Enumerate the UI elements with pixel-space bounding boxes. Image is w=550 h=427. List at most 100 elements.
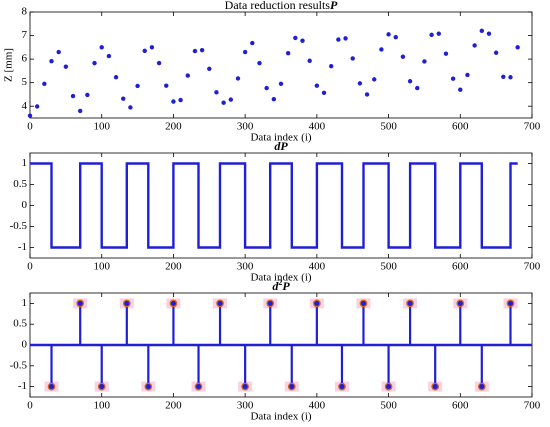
title-text: Data reduction results [225, 0, 331, 12]
data-point [508, 75, 513, 80]
data-point [486, 31, 492, 36]
y-tick-label: 1 [22, 157, 28, 169]
x-tick-label: 300 [237, 121, 254, 133]
data-point [56, 49, 61, 55]
x-tick-label: 600 [452, 261, 469, 273]
axes-box [29, 11, 533, 119]
stem-marker [97, 382, 106, 391]
stem-marker [313, 299, 321, 308]
x-tick-label: 400 [309, 121, 326, 133]
title-superscript: 2 [278, 278, 282, 287]
title-text: d [274, 139, 281, 153]
x-tick-label: 600 [452, 121, 469, 133]
data-point [142, 48, 147, 54]
y-tick-label: 4 [22, 100, 28, 112]
data-point [164, 83, 169, 88]
data-point [479, 28, 484, 34]
data-point [85, 92, 90, 98]
x-tick-label: 200 [165, 400, 182, 412]
data-point [278, 81, 284, 87]
data-point [264, 85, 269, 91]
data-point [393, 35, 398, 40]
stem-marker [431, 382, 440, 391]
data-point [70, 93, 76, 99]
data-point [192, 48, 198, 54]
data-point [171, 99, 176, 104]
stem-marker [169, 299, 178, 308]
stem-marker [384, 382, 393, 391]
data-point [235, 76, 241, 81]
stem-marker [216, 299, 224, 308]
data-point [465, 72, 470, 78]
data-point [350, 56, 355, 61]
y-tick-label: 0.5 [13, 318, 27, 330]
data-point [92, 60, 97, 66]
data-point [321, 90, 327, 95]
x-axis-label: Data index (i) [250, 272, 311, 284]
x-axis-label: Data index (i) [250, 132, 311, 144]
data-point [27, 113, 33, 118]
stem-marker [456, 299, 465, 308]
data-point [400, 54, 406, 59]
data-point [178, 97, 183, 103]
title-symbol: P [282, 279, 290, 293]
data-point [257, 60, 262, 66]
y-tick-label: 1 [22, 297, 28, 309]
data-point [429, 32, 434, 38]
data-point [199, 47, 205, 53]
stem-marker [359, 299, 368, 308]
data-point [314, 83, 320, 88]
x-tick-label: 0 [27, 400, 33, 412]
data-point [135, 83, 140, 89]
chart-title: Data reduction resultsP [225, 0, 338, 12]
data-point [128, 105, 133, 110]
x-tick-label: 300 [237, 400, 254, 412]
x-tick-label: 500 [380, 261, 397, 273]
data-point [501, 74, 506, 79]
data-point [250, 40, 255, 46]
y-tick-label: 0.5 [13, 178, 27, 190]
data-point [436, 31, 441, 36]
y-tick-label: -1 [18, 241, 27, 253]
data-point [386, 32, 391, 37]
data-point [49, 59, 54, 64]
x-tick-label: 200 [165, 261, 182, 273]
stem-marker [144, 382, 153, 391]
chart-title: d2P [272, 278, 290, 293]
x-tick-label: 400 [309, 261, 326, 273]
data-point [156, 60, 162, 66]
x-tick-label: 100 [93, 261, 110, 273]
data-point [121, 96, 126, 101]
data-point [357, 81, 363, 86]
stem-marker [506, 299, 515, 308]
data-point [228, 97, 233, 102]
x-tick-label: 700 [524, 400, 541, 412]
axes-box [29, 152, 533, 259]
stem-marker [287, 382, 296, 391]
stem-marker [241, 382, 249, 391]
data-point [106, 53, 112, 59]
data-point [221, 100, 226, 105]
data-point [336, 37, 341, 42]
y-tick-label: -1 [18, 380, 27, 392]
x-tick-label: 300 [237, 261, 254, 273]
y-axis-label: Z [mm] [3, 48, 15, 82]
data-point [379, 47, 384, 52]
stem-marker [338, 382, 346, 391]
y-tick-label: 0 [22, 339, 28, 351]
data-point [422, 59, 427, 64]
x-tick-label: 500 [380, 121, 397, 133]
data-point [329, 63, 334, 69]
x-tick-label: 0 [27, 121, 33, 133]
y-tick-label: -0.5 [10, 359, 28, 371]
stem-marker [47, 382, 56, 391]
data-point [214, 90, 219, 95]
stem-marker [406, 299, 414, 308]
stem-marker [194, 382, 203, 391]
x-tick-label: 600 [452, 400, 469, 412]
x-tick-label: 400 [309, 400, 326, 412]
data-point [113, 75, 119, 80]
data-point [364, 92, 370, 97]
x-tick-label: 700 [524, 261, 541, 273]
